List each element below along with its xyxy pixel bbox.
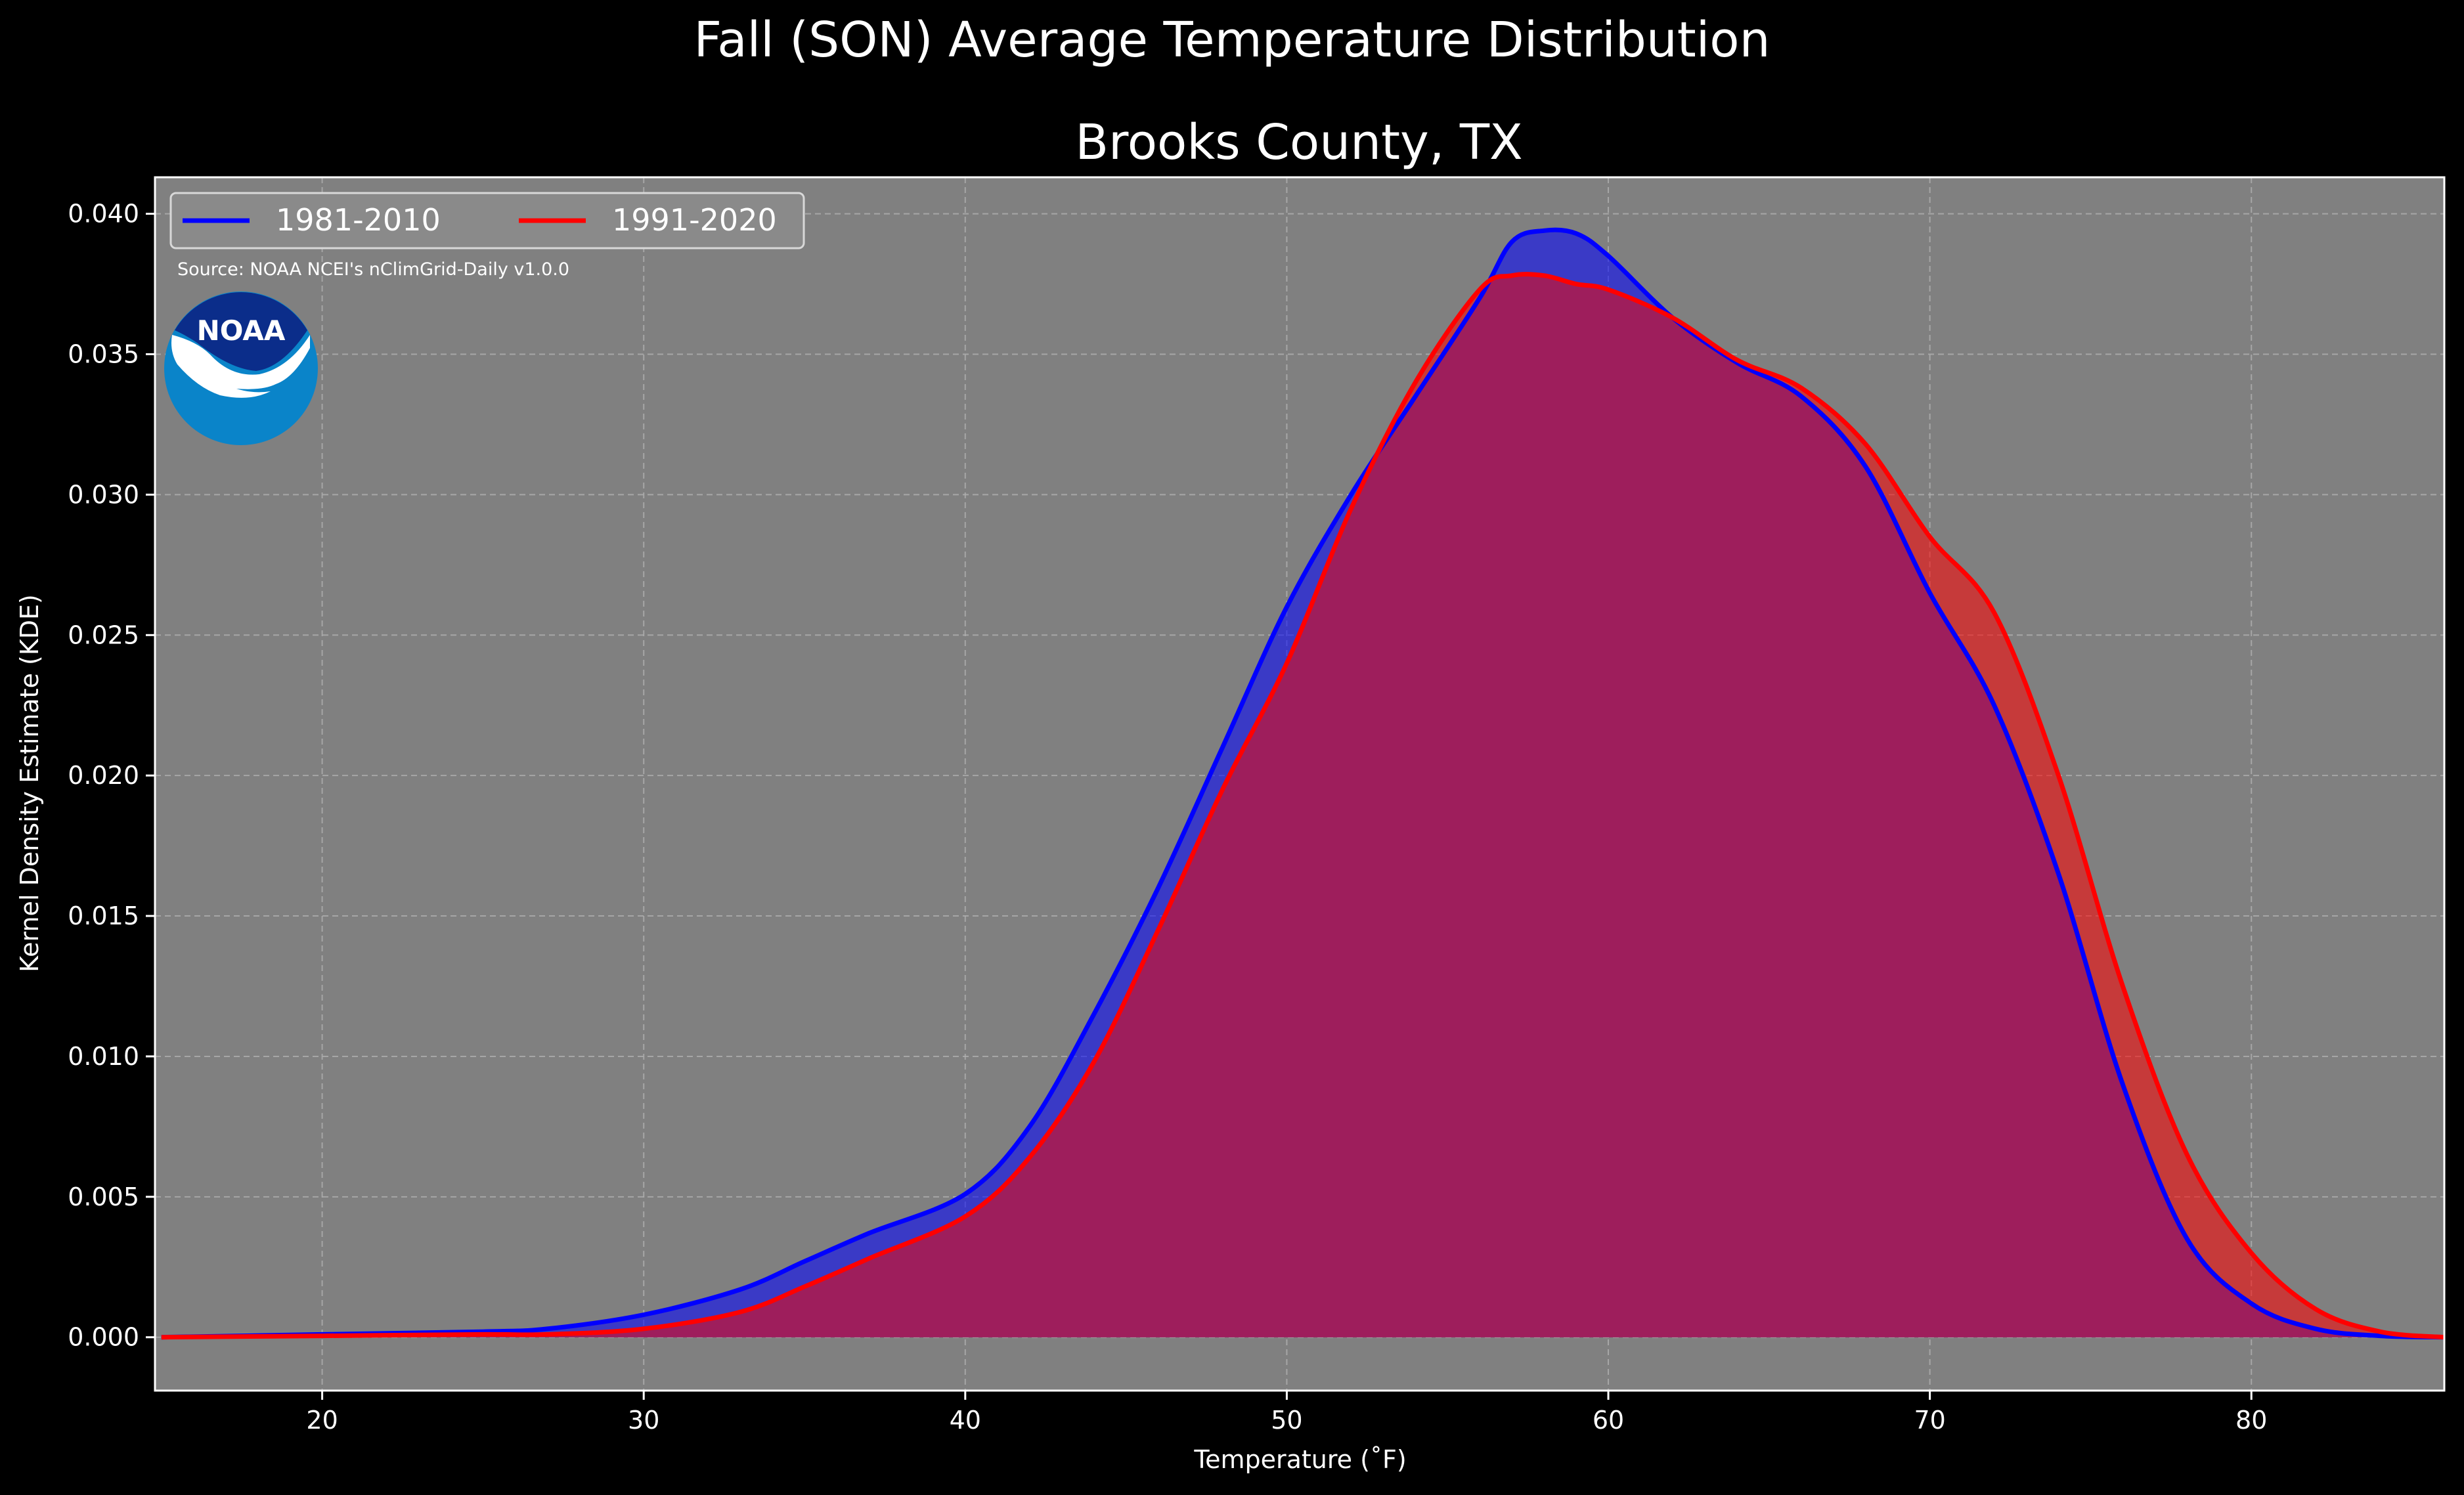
y-tick-label-5: 0.025 xyxy=(68,620,139,649)
y-tick-label-7: 0.035 xyxy=(68,340,139,369)
y-tick-label-2: 0.010 xyxy=(68,1042,139,1071)
noaa-logo: NOAA xyxy=(164,292,318,445)
area-overlap xyxy=(161,273,2444,1337)
y-tick-label-0: 0.000 xyxy=(68,1323,139,1352)
x-tick-label-20: 20 xyxy=(306,1406,338,1435)
x-tick-label-30: 30 xyxy=(628,1406,659,1435)
legend: 1981-2010 1991-2020 xyxy=(169,192,805,249)
legend-label-1991-2020: 1991-2020 xyxy=(612,202,777,238)
density-lines xyxy=(161,227,2445,1340)
y-axis-label: Kernel Density Estimate (KDE) xyxy=(15,594,44,972)
line-1991-2020 xyxy=(161,272,2445,1340)
noaa-logo-wave xyxy=(171,335,310,398)
x-tick-label-70: 70 xyxy=(1914,1406,1945,1435)
axis-ticks: 20 30 40 50 60 70 80 0.000 0.005 0.010 0.015 0.020 0… xyxy=(68,200,2267,1435)
density-areas xyxy=(161,229,2444,1337)
y-tick-label-6: 0.030 xyxy=(68,480,139,509)
source-note: Source: NOAA NCEI's nClimGrid-Daily v1.0… xyxy=(177,259,569,280)
y-tick-label-8: 0.040 xyxy=(68,200,139,228)
noaa-logo-top xyxy=(175,292,307,371)
legend-label-1981-2010: 1981-2010 xyxy=(276,202,441,238)
x-tick-label-40: 40 xyxy=(950,1406,981,1435)
legend-box xyxy=(169,192,805,249)
chart-title: Brooks County, TX xyxy=(1075,114,1523,171)
x-tick-label-80: 80 xyxy=(2235,1406,2267,1435)
noaa-logo-text: NOAA xyxy=(197,314,286,347)
y-tick-label-3: 0.015 xyxy=(68,901,139,930)
y-tick-label-1: 0.005 xyxy=(68,1182,139,1211)
plot-frame xyxy=(154,176,2446,1392)
x-axis-label: Temperature (˚F) xyxy=(1193,1445,1406,1474)
line-1981-2010 xyxy=(161,227,2445,1340)
y-tick-label-4: 0.020 xyxy=(68,761,139,790)
chart-suptitle: Fall (SON) Average Temperature Distribut… xyxy=(694,12,1771,68)
x-tick-label-50: 50 xyxy=(1271,1406,1302,1435)
x-tick-label-60: 60 xyxy=(1593,1406,1624,1435)
